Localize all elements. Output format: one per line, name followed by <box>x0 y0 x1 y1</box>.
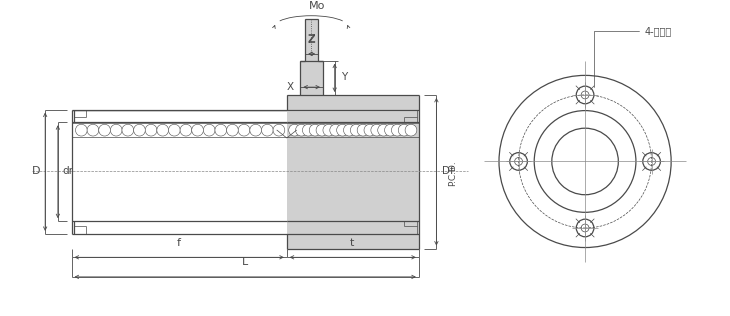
Circle shape <box>238 124 250 136</box>
Circle shape <box>344 124 356 136</box>
Bar <box>301 61 323 95</box>
Circle shape <box>145 124 157 136</box>
Circle shape <box>99 124 110 136</box>
Circle shape <box>157 124 169 136</box>
Circle shape <box>192 124 204 136</box>
Circle shape <box>75 124 87 136</box>
Text: L: L <box>242 257 247 267</box>
Text: Z: Z <box>307 35 315 45</box>
Circle shape <box>302 124 314 136</box>
Circle shape <box>310 124 321 136</box>
Text: X: X <box>286 82 293 92</box>
Circle shape <box>296 124 307 136</box>
Text: Z: Z <box>307 34 315 44</box>
Circle shape <box>399 124 410 136</box>
Circle shape <box>405 124 417 136</box>
Text: dr: dr <box>63 166 74 176</box>
Circle shape <box>371 124 383 136</box>
Text: 4-取付穴: 4-取付穴 <box>594 26 672 87</box>
Circle shape <box>288 124 301 136</box>
Circle shape <box>377 124 389 136</box>
Circle shape <box>134 124 145 136</box>
Circle shape <box>316 124 328 136</box>
Text: Mo: Mo <box>309 1 326 11</box>
Circle shape <box>261 124 273 136</box>
Bar <box>287 95 419 248</box>
Circle shape <box>87 124 99 136</box>
Text: D: D <box>32 166 41 176</box>
Text: Df: Df <box>442 166 454 176</box>
Bar <box>305 19 318 61</box>
Bar <box>72 110 419 112</box>
Circle shape <box>110 124 122 136</box>
Circle shape <box>391 124 403 136</box>
Circle shape <box>385 124 396 136</box>
Circle shape <box>215 124 227 136</box>
Circle shape <box>122 124 134 136</box>
Circle shape <box>169 124 180 136</box>
Circle shape <box>330 124 342 136</box>
Circle shape <box>337 124 348 136</box>
Circle shape <box>364 124 376 136</box>
Circle shape <box>226 124 238 136</box>
Text: P.C.D.: P.C.D. <box>448 160 458 186</box>
Circle shape <box>357 124 369 136</box>
Circle shape <box>323 124 334 136</box>
Circle shape <box>180 124 192 136</box>
Text: t: t <box>350 238 355 247</box>
Circle shape <box>350 124 362 136</box>
Circle shape <box>204 124 215 136</box>
Circle shape <box>250 124 261 136</box>
Text: f: f <box>177 238 181 247</box>
Circle shape <box>273 124 285 136</box>
Text: Y: Y <box>341 72 347 82</box>
